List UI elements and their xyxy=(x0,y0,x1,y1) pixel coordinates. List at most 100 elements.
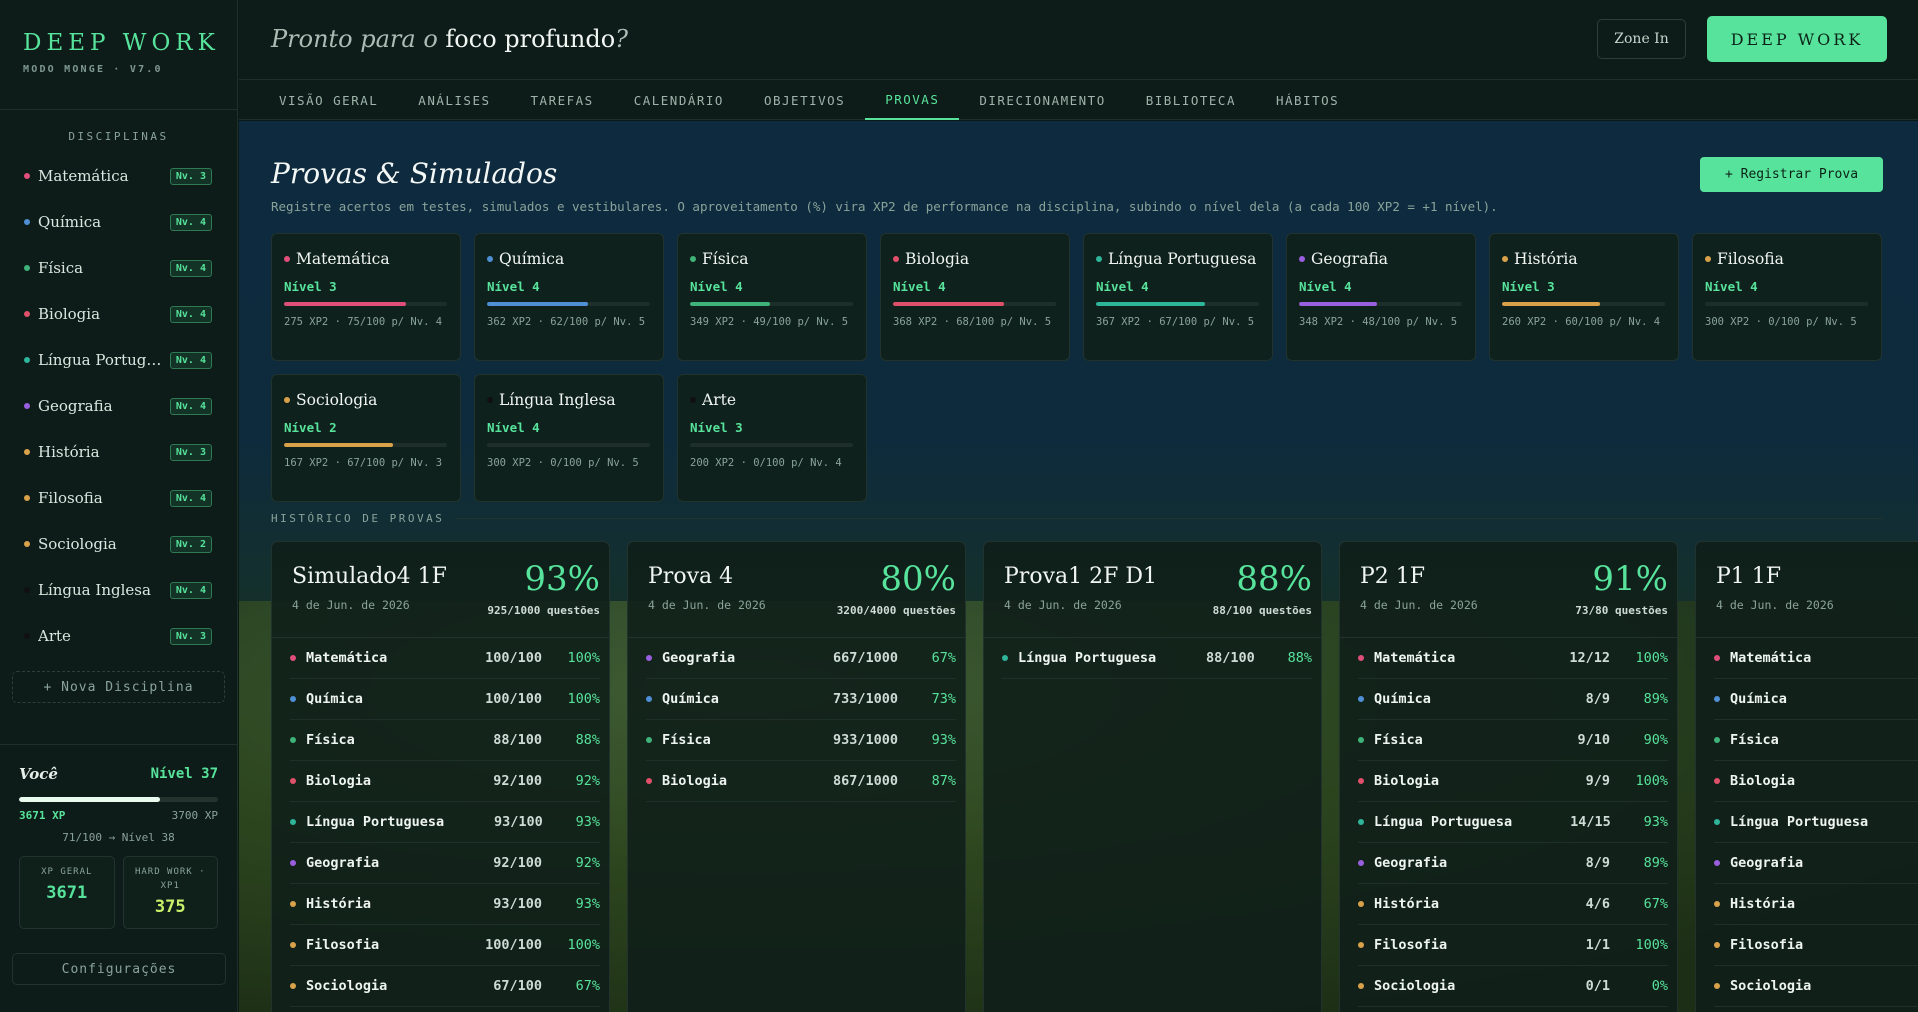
exam-row: História 93/100 93% xyxy=(290,884,600,925)
sidebar-item-lingua-portuguesa[interactable]: Língua Portuguesa Nv. 4 xyxy=(0,337,237,383)
sidebar-item-label: Língua Inglesa xyxy=(38,581,151,599)
subject-card-fisica[interactable]: Física Nível 4 349 XP2 · 49/100 p/ Nv. 5 xyxy=(677,233,867,361)
exam-row-subject: Língua Portuguesa xyxy=(306,814,445,830)
level-badge: Nv. 4 xyxy=(169,305,212,323)
level-badge: Nv. 3 xyxy=(169,443,212,461)
user-label: Você xyxy=(19,765,58,783)
deep-work-button[interactable]: DEEP WORK xyxy=(1707,16,1887,62)
color-dot-icon xyxy=(1299,256,1305,262)
color-dot-icon xyxy=(487,397,493,403)
exam-row: Biologia 867/1000 87% xyxy=(646,761,956,802)
subject-card-sociologia[interactable]: Sociologia Nível 2 167 XP2 · 67/100 p/ Nv.… xyxy=(271,374,461,502)
subject-card-name: Língua Portuguesa xyxy=(1108,250,1257,268)
color-dot-icon xyxy=(1358,819,1364,825)
color-dot-icon xyxy=(290,901,296,907)
subject-progress-fill xyxy=(284,443,394,447)
exam-row: Física 88/100 88% xyxy=(290,720,600,761)
tab-visao-geral[interactable]: VISÃO GERAL xyxy=(279,92,379,108)
subject-card-biologia[interactable]: Biologia Nível 4 368 XP2 · 68/100 p/ Nv. 5 xyxy=(880,233,1070,361)
subject-card-lingua-inglesa[interactable]: Língua Inglesa Nível 4 300 XP2 · 0/100 p/ … xyxy=(474,374,664,502)
exam-title: Simulado4 1F xyxy=(292,564,447,589)
exam-row-score: 93/100 xyxy=(493,896,542,912)
exam-row: Filosofia xyxy=(1714,925,1918,966)
sidebar-item-quimica[interactable]: Química Nv. 4 xyxy=(0,199,237,245)
subject-card-geografia[interactable]: Geografia Nível 4 348 XP2 · 48/100 p/ Nv. … xyxy=(1286,233,1476,361)
sidebar-item-geografia[interactable]: Geografia Nv. 4 xyxy=(0,383,237,429)
exam-row: Biologia xyxy=(1714,761,1918,802)
sidebar-item-historia[interactable]: História Nv. 3 xyxy=(0,429,237,475)
exam-row-subject: Sociologia xyxy=(1730,978,1812,994)
greeting-pre: Pronto para o xyxy=(271,25,438,53)
subject-card-stats: 362 XP2 · 62/100 p/ Nv. 5 xyxy=(487,316,646,328)
subject-card-level: Nível 4 xyxy=(690,279,743,294)
tab-analises[interactable]: ANÁLISES xyxy=(418,92,491,108)
color-dot-icon xyxy=(1502,256,1508,262)
exam-row-subject: Sociologia xyxy=(306,978,388,994)
exam-questions: 88/100 questões xyxy=(1212,604,1312,617)
exam-row: Geografia 92/100 92% xyxy=(290,843,600,884)
subject-card-quimica[interactable]: Química Nível 4 362 XP2 · 62/100 p/ Nv. 5 xyxy=(474,233,664,361)
exam-row-subject: Sociologia xyxy=(1374,978,1456,994)
exam-row-score: 12/12 xyxy=(1569,650,1610,666)
history-title: HISTÓRICO DE PROVAS xyxy=(271,512,1883,525)
subject-card-stats: 300 XP2 · 0/100 p/ Nv. 5 xyxy=(487,457,639,469)
exam-row-subject: Filosofia xyxy=(306,937,380,953)
subject-card-arte[interactable]: Arte Nível 3 200 XP2 · 0/100 p/ Nv. 4 xyxy=(677,374,867,502)
zone-in-button[interactable]: Zone In xyxy=(1597,19,1686,59)
exam-card[interactable]: P2 1F 4 de Jun. de 2026 91% 73/80 questões M… xyxy=(1339,541,1678,1012)
exam-card[interactable]: Prova1 2F D1 4 de Jun. de 2026 88% 88/100 q… xyxy=(983,541,1322,1012)
subject-card-stats: 367 XP2 · 67/100 p/ Nv. 5 xyxy=(1096,316,1255,328)
sidebar-item-arte[interactable]: Arte Nv. 3 xyxy=(0,613,237,659)
color-dot-icon xyxy=(1714,819,1720,825)
subject-card-stats: 349 XP2 · 49/100 p/ Nv. 5 xyxy=(690,316,849,328)
tab-direcionamento[interactable]: DIRECIONAMENTO xyxy=(979,92,1106,108)
xp-general-value: 3671 xyxy=(46,883,88,903)
sidebar-item-biologia[interactable]: Biologia Nv. 4 xyxy=(0,291,237,337)
color-dot-icon xyxy=(290,696,296,702)
sidebar-item-label: Matemática xyxy=(38,167,129,185)
tab-objetivos[interactable]: OBJETIVOS xyxy=(763,92,846,108)
tab-biblioteca[interactable]: BIBLIOTECA xyxy=(1145,92,1236,108)
sidebar-item-sociologia[interactable]: Sociologia Nv. 2 xyxy=(0,521,237,567)
subject-card-name: Geografia xyxy=(1311,250,1389,268)
new-discipline-button[interactable]: + Nova Disciplina xyxy=(12,671,225,703)
subject-progress-bar xyxy=(690,443,853,447)
subject-card-title: Física xyxy=(690,250,853,268)
tab-tarefas[interactable]: TAREFAS xyxy=(530,92,594,108)
subject-card-matematica[interactable]: Matemática Nível 3 275 XP2 · 75/100 p/ Nv.… xyxy=(271,233,461,361)
sidebar-item-fisica[interactable]: Física Nv. 4 xyxy=(0,245,237,291)
tab-habitos[interactable]: HÁBITOS xyxy=(1275,92,1340,108)
subject-card-historia[interactable]: História Nível 3 260 XP2 · 60/100 p/ Nv. 4 xyxy=(1489,233,1679,361)
settings-button[interactable]: Configurações xyxy=(12,953,226,985)
user-xp-bar-fill xyxy=(19,797,161,802)
exam-row-subject: Geografia xyxy=(306,855,380,871)
tab-provas[interactable]: PROVAS xyxy=(865,80,960,120)
exam-row-percent: 92% xyxy=(575,773,600,789)
exam-row: História 4/6 67% xyxy=(1358,884,1668,925)
color-dot-icon xyxy=(24,403,30,409)
greeting-post: ? xyxy=(615,25,629,53)
exam-row-subject: Matemática xyxy=(1730,650,1812,666)
exam-row-score: 933/1000 xyxy=(832,732,898,748)
sidebar-item-matematica[interactable]: Matemática Nv. 3 xyxy=(0,153,237,199)
exam-questions: 73/80 questões xyxy=(1575,604,1668,617)
subject-card-filosofia[interactable]: Filosofia Nível 4 300 XP2 · 0/100 p/ Nv. 5 xyxy=(1692,233,1882,361)
exam-row-percent: 88% xyxy=(575,732,600,748)
exam-row-percent: 100% xyxy=(567,937,600,953)
subject-card-title: Química xyxy=(487,250,650,268)
exam-card[interactable]: Simulado4 1F 4 de Jun. de 2026 93% 925/1000… xyxy=(271,541,610,1012)
exam-percent: 80% xyxy=(880,559,956,599)
exam-card[interactable]: Prova 4 4 de Jun. de 2026 80% 3200/4000 que… xyxy=(627,541,966,1012)
tab-calendario[interactable]: CALENDÁRIO xyxy=(633,92,724,108)
register-exam-button[interactable]: + Registrar Prova xyxy=(1700,157,1883,192)
user-level: Nível 37 xyxy=(150,766,218,782)
exam-row-subject: Química xyxy=(306,691,363,707)
subject-card-lingua-portuguesa[interactable]: Língua Portuguesa Nível 4 367 XP2 · 67/100… xyxy=(1083,233,1273,361)
exam-row: Biologia 9/9 100% xyxy=(1358,761,1668,802)
sidebar-item-lingua-inglesa[interactable]: Língua Inglesa Nv. 4 xyxy=(0,567,237,613)
subject-card-title: Filosofia xyxy=(1705,250,1868,268)
sidebar-item-filosofia[interactable]: Filosofia Nv. 4 xyxy=(0,475,237,521)
exam-header: P2 1F 4 de Jun. de 2026 91% 73/80 questões xyxy=(1340,542,1677,638)
exam-date: 4 de Jun. de 2026 xyxy=(292,598,410,612)
exam-card[interactable]: P1 1F 4 de Jun. de 2026 Matemática Química F… xyxy=(1695,541,1918,1012)
